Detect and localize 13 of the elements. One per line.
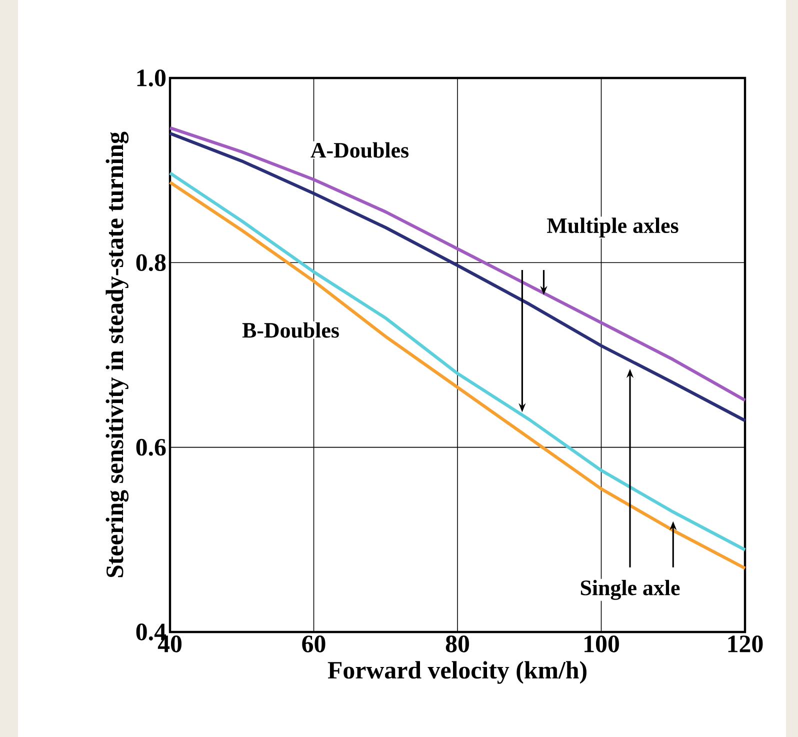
y-tick-label: 0.6 bbox=[136, 438, 166, 456]
x-tick-label: 100 bbox=[584, 636, 619, 652]
x-axis-title: Forward velocity (km/h) bbox=[328, 661, 586, 684]
annotation: Multiple axles bbox=[547, 218, 678, 238]
x-tick-label: 120 bbox=[728, 636, 763, 652]
y-tick-label: 1.0 bbox=[137, 70, 166, 86]
annotation: B-Doubles bbox=[242, 322, 339, 338]
y-axis-title: Steering sensitivity in steady-state turning bbox=[106, 132, 129, 578]
annotation: Single axle bbox=[580, 580, 680, 600]
annotation: A-Doubles bbox=[310, 142, 409, 158]
x-tick-label: 60 bbox=[302, 636, 326, 652]
y-tick-label: 0.8 bbox=[136, 254, 166, 272]
x-tick-label: 80 bbox=[446, 636, 470, 652]
